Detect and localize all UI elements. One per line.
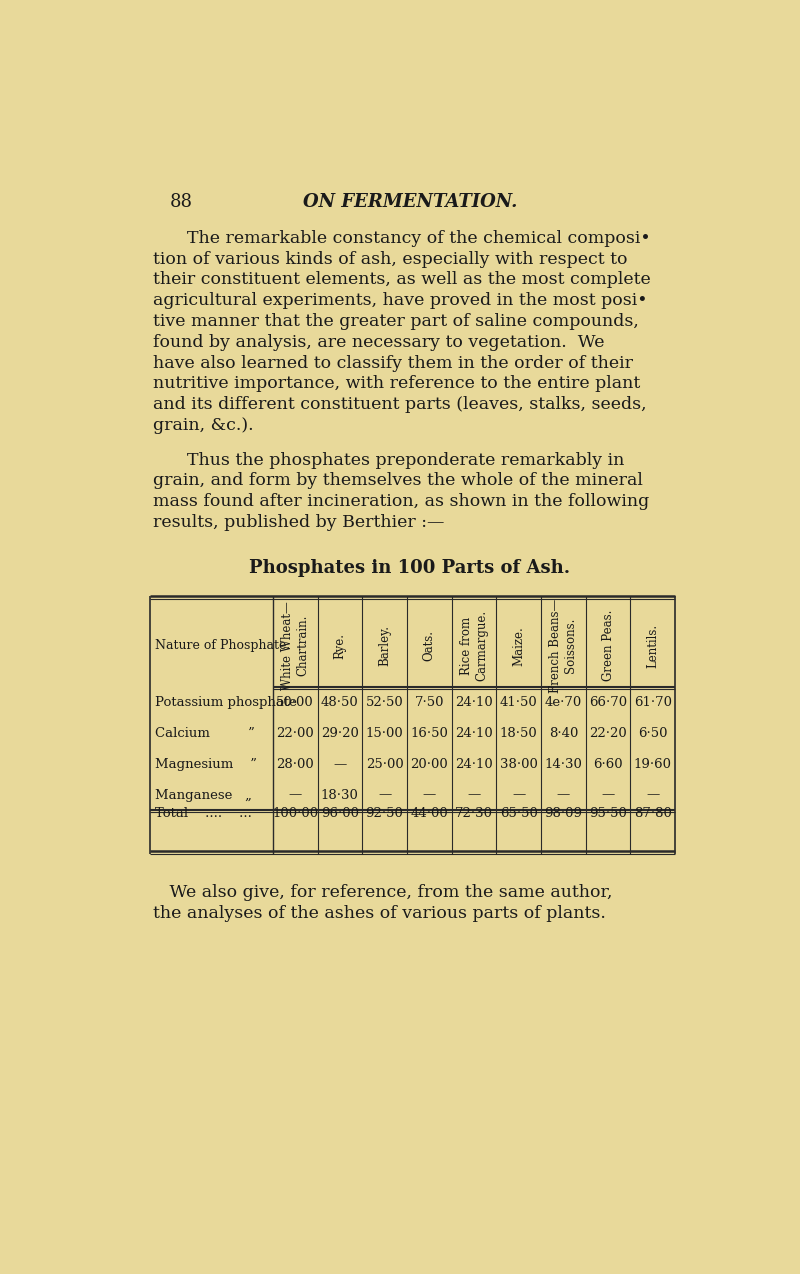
Text: Lentils.: Lentils. <box>646 623 659 668</box>
Text: —: — <box>467 789 481 801</box>
Text: 29·20: 29·20 <box>321 727 358 740</box>
Text: 52·50: 52·50 <box>366 696 403 710</box>
Text: —: — <box>289 789 302 801</box>
Text: 96·00: 96·00 <box>321 806 359 820</box>
Text: 24·10: 24·10 <box>455 727 493 740</box>
Text: Magnesium    ”: Magnesium ” <box>155 758 257 771</box>
Text: Thus the phosphates preponderate remarkably in: Thus the phosphates preponderate remarka… <box>187 452 624 469</box>
Text: 98·09: 98·09 <box>544 806 582 820</box>
Text: Rye.: Rye. <box>334 633 346 659</box>
Text: and its different constituent parts (leaves, stalks, seeds,: and its different constituent parts (lea… <box>153 396 646 413</box>
Text: 41·50: 41·50 <box>500 696 538 710</box>
Text: 44·00: 44·00 <box>410 806 448 820</box>
Text: their constituent elements, as well as the most complete: their constituent elements, as well as t… <box>153 271 650 288</box>
Text: 19·60: 19·60 <box>634 758 672 771</box>
Text: Oats.: Oats. <box>422 631 436 661</box>
Text: 25·00: 25·00 <box>366 758 403 771</box>
Text: 28·00: 28·00 <box>276 758 314 771</box>
Text: Total    ....    ...: Total .... ... <box>155 806 252 820</box>
Text: French Beans—
Soissons.: French Beans— Soissons. <box>550 599 578 693</box>
Text: have also learned to classify them in the order of their: have also learned to classify them in th… <box>153 354 633 372</box>
Text: 24·10: 24·10 <box>455 696 493 710</box>
Text: 88: 88 <box>170 192 193 211</box>
Text: nutritive importance, with reference to the entire plant: nutritive importance, with reference to … <box>153 376 640 392</box>
Text: White Wheat—
Chartrain.: White Wheat— Chartrain. <box>281 601 309 691</box>
Text: 16·50: 16·50 <box>410 727 448 740</box>
Text: Potassium phosphate: Potassium phosphate <box>155 696 297 710</box>
Text: 14·30: 14·30 <box>544 758 582 771</box>
Text: Phosphates in 100 Parts of Ash.: Phosphates in 100 Parts of Ash. <box>250 559 570 577</box>
Text: Nature of Phosphate.: Nature of Phosphate. <box>155 640 290 652</box>
Text: results, published by Berthier :—: results, published by Berthier :— <box>153 513 444 531</box>
Text: 65·50: 65·50 <box>500 806 538 820</box>
Text: —: — <box>557 789 570 801</box>
Text: —: — <box>378 789 391 801</box>
Text: 22·00: 22·00 <box>276 727 314 740</box>
Text: —: — <box>602 789 614 801</box>
Text: 38·00: 38·00 <box>500 758 538 771</box>
Text: 100·00: 100·00 <box>272 806 318 820</box>
Text: 4e·70: 4e·70 <box>545 696 582 710</box>
Text: 6·50: 6·50 <box>638 727 667 740</box>
Text: 72·30: 72·30 <box>455 806 493 820</box>
Text: 50·00: 50·00 <box>276 696 314 710</box>
Text: 66·70: 66·70 <box>589 696 627 710</box>
Text: Green Peas.: Green Peas. <box>602 610 614 682</box>
Text: agricultural experiments, have proved in the most posi•: agricultural experiments, have proved in… <box>153 292 647 310</box>
Text: 6·60: 6·60 <box>594 758 623 771</box>
Text: 15·00: 15·00 <box>366 727 403 740</box>
Text: 7·50: 7·50 <box>414 696 444 710</box>
Text: —: — <box>334 758 346 771</box>
Text: 48·50: 48·50 <box>321 696 358 710</box>
Text: 24·10: 24·10 <box>455 758 493 771</box>
Text: 20·00: 20·00 <box>410 758 448 771</box>
Text: Barley.: Barley. <box>378 626 391 666</box>
Text: 8·40: 8·40 <box>549 727 578 740</box>
Text: —: — <box>646 789 659 801</box>
Text: 92·50: 92·50 <box>366 806 403 820</box>
Text: 18·50: 18·50 <box>500 727 538 740</box>
Text: tive manner that the greater part of saline compounds,: tive manner that the greater part of sal… <box>153 313 638 330</box>
Text: 22·20: 22·20 <box>589 727 627 740</box>
Text: —: — <box>512 789 526 801</box>
Text: 61·70: 61·70 <box>634 696 672 710</box>
Text: —: — <box>422 789 436 801</box>
Text: 87·80: 87·80 <box>634 806 672 820</box>
Text: grain, &c.).: grain, &c.). <box>153 417 254 434</box>
Text: the analyses of the ashes of various parts of plants.: the analyses of the ashes of various par… <box>153 905 606 922</box>
Text: Calcium         ”: Calcium ” <box>155 727 255 740</box>
Text: 18·30: 18·30 <box>321 789 358 801</box>
Text: mass found after incineration, as shown in the following: mass found after incineration, as shown … <box>153 493 649 510</box>
Text: Manganese   „: Manganese „ <box>155 789 252 801</box>
Text: 95·50: 95·50 <box>589 806 627 820</box>
Text: Maize.: Maize. <box>512 626 525 665</box>
Text: ON FERMENTATION.: ON FERMENTATION. <box>303 192 517 211</box>
Text: tion of various kinds of ash, especially with respect to: tion of various kinds of ash, especially… <box>153 251 627 268</box>
Text: We also give, for reference, from the same author,: We also give, for reference, from the sa… <box>153 884 612 901</box>
Text: The remarkable constancy of the chemical composi•: The remarkable constancy of the chemical… <box>187 229 650 247</box>
Text: grain, and form by themselves the whole of the mineral: grain, and form by themselves the whole … <box>153 473 642 489</box>
Text: Rice from
Carmargue.: Rice from Carmargue. <box>460 610 488 682</box>
Text: found by analysis, are necessary to vegetation.  We: found by analysis, are necessary to vege… <box>153 334 604 350</box>
